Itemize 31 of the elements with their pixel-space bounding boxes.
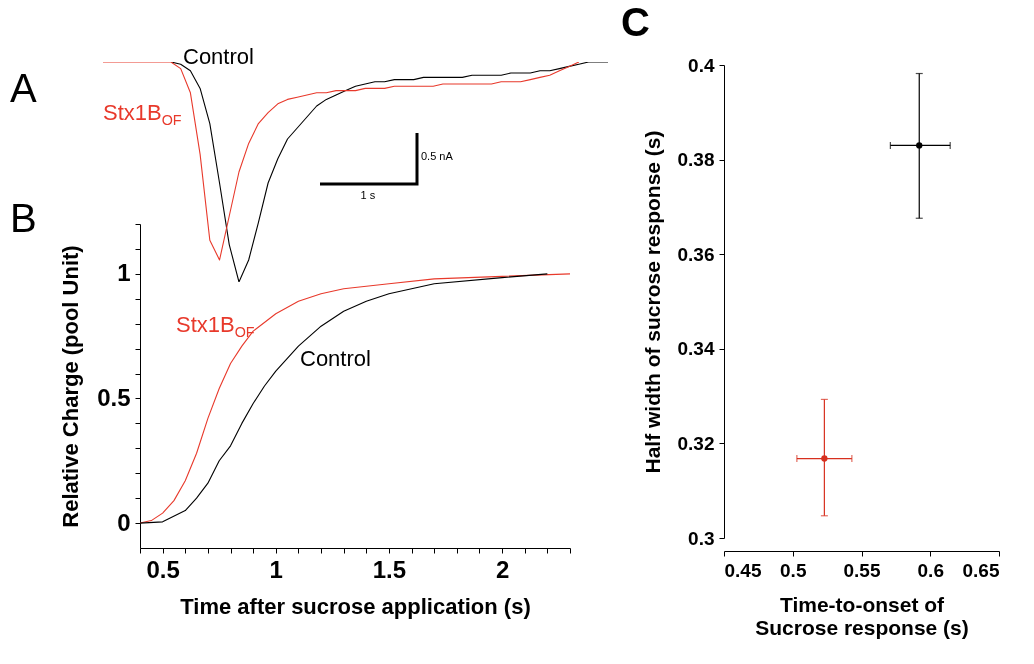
x-tick-label: 0.5 (780, 559, 807, 581)
series-label: Stx1B$_{OF}$ (176, 312, 255, 340)
x-tick-label: 2 (495, 555, 510, 583)
x-axis-title: Time-to-onset of Sucrose response (s) (755, 592, 969, 639)
x-tick-label: 0.65 (962, 559, 1000, 581)
series-label: Control (183, 44, 254, 69)
y-tick-label: 0.4 (688, 54, 715, 76)
y-tick-label: 1 (117, 259, 131, 287)
chart-title: C (621, 0, 650, 44)
y-tick-label: 0.34 (677, 338, 715, 360)
chart-title: B (10, 196, 37, 240)
x-tick-label: 1 (269, 555, 283, 583)
x-axis-title: Time after sucrose application (s) (180, 593, 531, 619)
y-tick-label: 0.3 (688, 527, 715, 549)
x-tick-label: 1.5 (372, 555, 407, 583)
y-tick-label: 0.32 (677, 432, 715, 454)
x-tick-label: 0.6 (917, 559, 944, 581)
y-axis-title: Half width of sucrose response (s) (640, 130, 664, 474)
y-tick-label: 0.36 (677, 243, 715, 265)
y-axis-title: Relative Charge (pool Unit) (58, 245, 84, 528)
y-tick-label: 0 (117, 508, 131, 536)
x-tick-label: 0.55 (843, 559, 881, 581)
annotation: 1 s (360, 189, 376, 201)
x-tick-label: 0.45 (724, 559, 762, 581)
y-tick-label: 0.5 (97, 383, 131, 411)
chart-title: A (10, 66, 37, 110)
x-tick-label: 0.5 (146, 555, 180, 583)
series-label: Control (300, 346, 371, 371)
series-label: Stx1B$_{OF}$ (103, 100, 182, 128)
annotation: 0.5 nA (421, 150, 453, 162)
y-tick-label: 0.38 (677, 149, 715, 171)
